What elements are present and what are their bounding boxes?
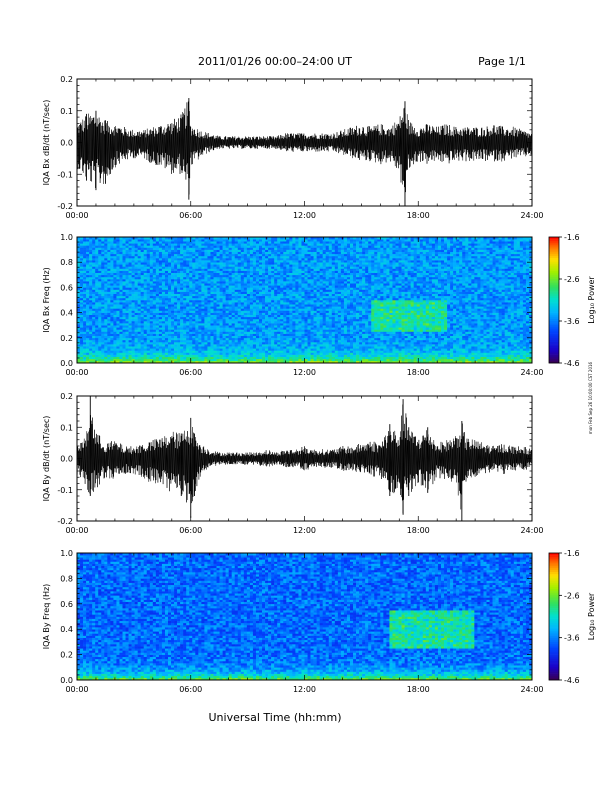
x-tick-label: 06:00 bbox=[179, 685, 202, 694]
y-axis-label: IQA By dB/dt (nT/sec) bbox=[42, 416, 51, 502]
y-tick-label: -0.2 bbox=[57, 517, 73, 526]
x-tick-label: 00:00 bbox=[65, 211, 88, 220]
y-tick-label: -0.1 bbox=[57, 170, 73, 179]
y-tick-label: 0.0 bbox=[60, 676, 73, 685]
page-label: Page 1/1 bbox=[478, 55, 526, 68]
y-tick-label: 0.2 bbox=[60, 392, 73, 401]
dbdt-trace bbox=[76, 101, 533, 195]
dbdt-trace bbox=[76, 404, 533, 514]
colorbar: -1.6 -2.6 -3.6 -4.6 Log₁₀ Power bbox=[548, 233, 596, 368]
spectrogram-cells bbox=[77, 237, 533, 364]
x-tick-label: 24:00 bbox=[520, 526, 543, 535]
colorbar-tick-label: -4.6 bbox=[564, 676, 580, 685]
by-dbdt-panel: 00:00 06:00 12:00 18:00 24:00 0.2 0.1 0.0 -0.1 -0… bbox=[42, 392, 544, 535]
y-tick-label: -0.1 bbox=[57, 486, 73, 495]
colorbar-tick-label: -1.6 bbox=[564, 549, 580, 558]
y-tick-label: 1.0 bbox=[60, 549, 73, 558]
bx-dbdt-panel: 00:00 06:00 12:00 18:00 24:00 0.2 0.1 0.0 -0.1 -0… bbox=[42, 75, 544, 220]
x-tick-label: 00:00 bbox=[65, 368, 88, 377]
colorbar-tick-label: -2.6 bbox=[564, 591, 580, 600]
bx-spectrogram-panel: -1.6 -2.6 -3.6 -4.6 Log₁₀ Power 00:00 06:00 12:… bbox=[42, 233, 596, 377]
x-axis-title: Universal Time (hh:mm) bbox=[209, 711, 342, 724]
x-tick-label: 12:00 bbox=[293, 368, 316, 377]
y-tick-label: 0.0 bbox=[60, 139, 73, 148]
y-tick-label: 0.2 bbox=[60, 75, 73, 84]
colorbar-tick-label: -4.6 bbox=[564, 359, 580, 368]
x-tick-label: 18:00 bbox=[407, 526, 430, 535]
y-axis-label: IQA Bx dB/dt (nT/sec) bbox=[42, 100, 51, 186]
x-tick-label: 18:00 bbox=[407, 368, 430, 377]
y-tick-label: 0.4 bbox=[60, 625, 73, 634]
x-tick-label: 18:00 bbox=[407, 211, 430, 220]
y-axis-label: IQA By Freq (Hz) bbox=[42, 584, 51, 650]
x-tick-label: 06:00 bbox=[179, 526, 202, 535]
colorbar-tick-label: -2.6 bbox=[564, 275, 580, 284]
x-tick-label: 12:00 bbox=[293, 685, 316, 694]
y-tick-label: 0.8 bbox=[60, 574, 73, 583]
side-stamp: mon Feb Sep 26 10:00:00 CST 2016 bbox=[588, 361, 593, 434]
y-tick-label: 0.6 bbox=[60, 283, 73, 292]
colorbar-tick-label: -3.6 bbox=[564, 634, 580, 643]
y-tick-label: 1.0 bbox=[60, 233, 73, 242]
x-tick-label: 12:00 bbox=[293, 211, 316, 220]
colorbar-tick-label: -1.6 bbox=[564, 233, 580, 242]
y-tick-label: 0.6 bbox=[60, 600, 73, 609]
y-axis-label: IQA Bx Freq (Hz) bbox=[42, 267, 51, 333]
spectrogram-cells bbox=[77, 553, 533, 681]
y-tick-label: 0.0 bbox=[60, 455, 73, 464]
y-tick-label: 0.4 bbox=[60, 309, 73, 318]
y-tick-label: 0.2 bbox=[60, 334, 73, 343]
colorbar-label: Log₁₀ Power bbox=[587, 276, 596, 324]
x-tick-label: 24:00 bbox=[520, 211, 543, 220]
x-tick-label: 24:00 bbox=[520, 685, 543, 694]
colorbar-label: Log₁₀ Power bbox=[587, 592, 596, 640]
y-tick-label: 0.8 bbox=[60, 258, 73, 267]
colorbar: -1.6 -2.6 -3.6 -4.6 Log₁₀ Power bbox=[548, 549, 596, 685]
x-tick-label: 06:00 bbox=[179, 211, 202, 220]
x-tick-label: 00:00 bbox=[65, 526, 88, 535]
y-tick-label: 0.1 bbox=[60, 107, 73, 116]
x-tick-label: 12:00 bbox=[293, 526, 316, 535]
colorbar-tick-label: -3.6 bbox=[564, 317, 580, 326]
x-tick-label: 24:00 bbox=[520, 368, 543, 377]
y-tick-label: 0.1 bbox=[60, 423, 73, 432]
x-tick-label: 06:00 bbox=[179, 368, 202, 377]
y-tick-label: 0.0 bbox=[60, 359, 73, 368]
page-title: 2011/01/26 00:00–24:00 UT bbox=[198, 55, 352, 68]
x-tick-label: 18:00 bbox=[407, 685, 430, 694]
y-tick-label: 0.2 bbox=[60, 651, 73, 660]
by-spectrogram-panel: -1.6 -2.6 -3.6 -4.6 Log₁₀ Power 00:00 06:00 12:… bbox=[42, 549, 596, 694]
x-tick-label: 00:00 bbox=[65, 685, 88, 694]
y-tick-label: -0.2 bbox=[57, 202, 73, 211]
